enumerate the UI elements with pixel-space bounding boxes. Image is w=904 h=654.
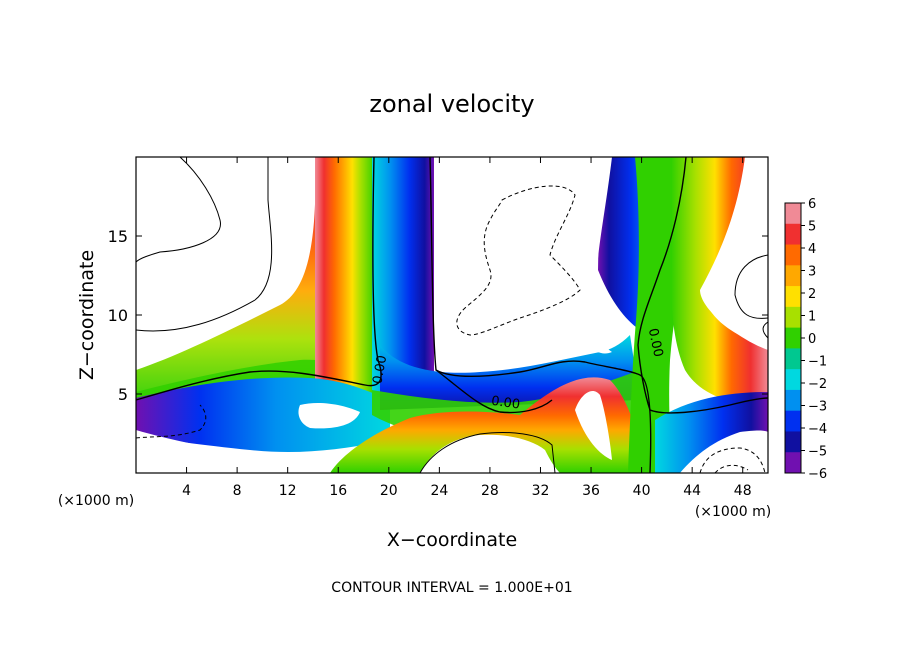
colorbar-tick-label: −6 (808, 467, 827, 482)
contour-dashed-lower-right (699, 447, 766, 473)
colorbar-segment (785, 265, 801, 287)
x-tick-label: 28 (481, 483, 499, 499)
colorbar-tick-label: −2 (808, 377, 827, 392)
contour-zero-left (136, 157, 382, 401)
colorbar-segment (785, 244, 801, 266)
colorbar-segment (785, 389, 801, 412)
contour-interval-note: CONTOUR INTERVAL = 1.000E+01 (331, 580, 572, 596)
y-tick-label: 5 (118, 385, 128, 404)
field-white-lower-left (136, 430, 270, 473)
contour-dashed-center (456, 185, 581, 336)
x-tick-label: 20 (380, 483, 398, 499)
chart-title: zonal velocity (369, 90, 534, 118)
colorbar-segment (785, 410, 801, 432)
colorbar-tick-label: −4 (808, 422, 827, 437)
colorbar-tick-label: 4 (808, 242, 816, 257)
field-white-upper-right (706, 157, 768, 345)
colorbar-tick-label: 1 (808, 310, 816, 325)
field-warm-column (315, 157, 375, 417)
x-tick-label: 12 (279, 483, 297, 499)
contour-labels: 0.00 0.00 0.00 (370, 327, 665, 413)
field-right-warm-plume (671, 157, 768, 405)
contour-lines (136, 157, 768, 473)
contour-label: 0.00 (490, 394, 521, 413)
contour-zero-right (637, 157, 768, 414)
colorbar-segment (785, 327, 801, 349)
x-tick-label: 40 (633, 483, 651, 499)
colorbar-tick-label: −5 (808, 445, 827, 460)
contour-label: 0.00 (645, 327, 666, 358)
contour-thin-right-tip (762, 321, 768, 339)
colorbar-segment (785, 348, 801, 370)
colorbar-segment (785, 306, 801, 329)
y-tick-label: 10 (108, 306, 128, 325)
x-unit-right: (×1000 m) (695, 504, 771, 520)
colorbar-segment (785, 286, 801, 308)
field-white-lower-left-pocket (298, 402, 360, 429)
y-axis-title: Z−coordinate (76, 250, 98, 380)
x-tick-label: 44 (683, 483, 701, 499)
x-tick-label: 8 (233, 483, 242, 499)
colorbar-tick-label: 5 (808, 220, 816, 235)
contour-zero-tongue (435, 369, 553, 414)
field-warm-ridge (330, 377, 645, 473)
x-axis-title: X−coordinate (387, 529, 517, 551)
colorbar-tick-label: 3 (808, 265, 816, 280)
colorbar-segment (785, 452, 801, 474)
field-white-mid-right (575, 390, 612, 460)
x-tick-label: 48 (734, 483, 752, 499)
colorbar-segment (785, 223, 801, 246)
x-tick-label: 24 (430, 483, 448, 499)
x-axis: 4 8 12 16 20 24 28 32 36 40 44 48 (182, 157, 752, 499)
x-tick-label: 32 (532, 483, 550, 499)
contour-label: 0.00 (370, 354, 390, 385)
colorbar-segment (785, 203, 801, 225)
field-lower-left-cold (136, 377, 390, 452)
field-white-center (434, 157, 612, 368)
x-unit-left: (×1000 m) (58, 493, 134, 509)
contour-thin-right-upper (734, 254, 768, 319)
field-white-lower-right (680, 430, 768, 473)
field-white-lower-mid (420, 434, 560, 473)
colorbar-tick-label: −3 (808, 400, 827, 415)
x-tick-label: 36 (582, 483, 600, 499)
colorbar-tick-label: 6 (808, 197, 816, 212)
contour-thin-lower (419, 432, 556, 473)
colorbar-tick-label: 2 (808, 287, 816, 302)
colorbar: 6 5 4 3 2 1 0 −1 −2 −3 −4 −5 −6 (784, 197, 827, 482)
y-tick-label: 15 (108, 227, 128, 246)
y-axis: 5 10 15 (108, 227, 768, 404)
contour-dashed-lower-left (136, 404, 207, 439)
colorbar-tick-label: 0 (808, 332, 816, 347)
x-tick-label: 16 (329, 483, 347, 499)
colorbar-segment (785, 369, 801, 391)
x-tick-label: 4 (182, 483, 191, 499)
contour-dashed-lower-right-2 (714, 464, 749, 473)
colorbar-segment (785, 431, 801, 453)
contour-thin-upper-left-2 (136, 157, 221, 263)
contour-zero-center (429, 157, 652, 473)
contour-thin-upper-left (136, 157, 273, 332)
colorbar-tick-label: −1 (808, 355, 827, 370)
heatmap-field (136, 157, 768, 473)
field-white-upper-left (136, 157, 315, 345)
